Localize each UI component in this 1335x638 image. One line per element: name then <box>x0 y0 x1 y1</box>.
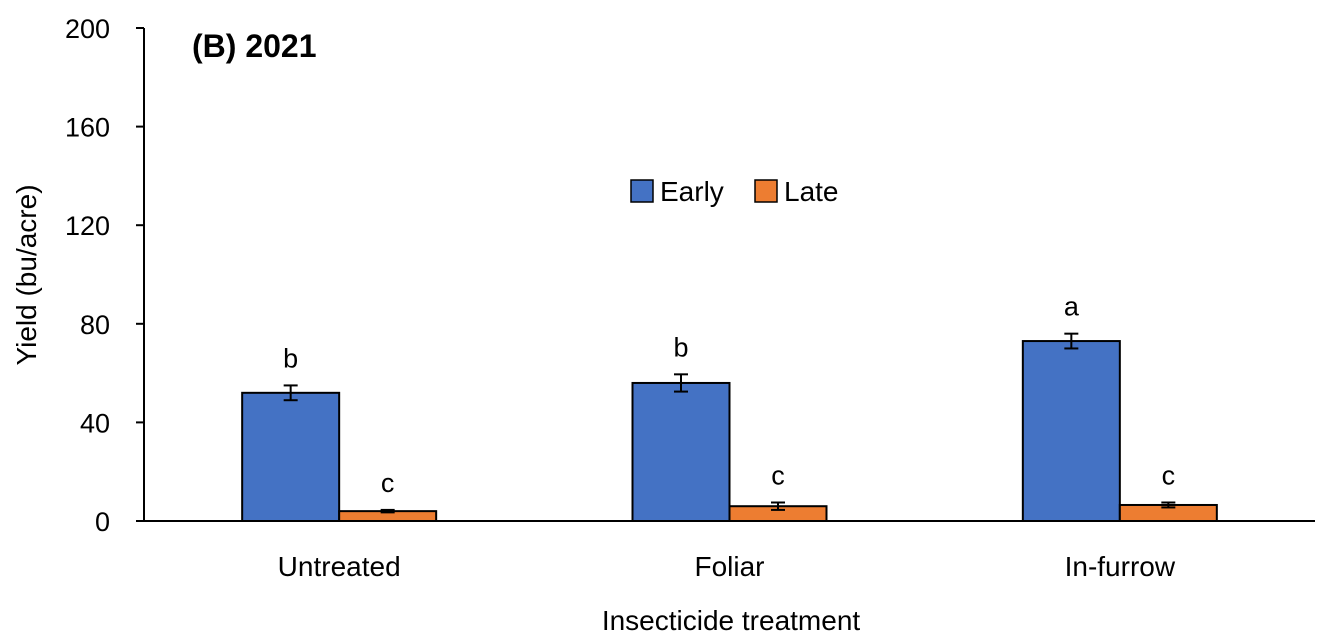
y-axis-title: Yield (bu/acre) <box>11 184 42 365</box>
x-axis-category-labels: Untreated Foliar In-furrow <box>278 551 1176 582</box>
x-axis-title: Insecticide treatment <box>602 605 861 636</box>
legend-swatch-late <box>754 179 778 203</box>
legend-swatch-early <box>630 179 654 203</box>
bar-early-untreated <box>241 391 341 522</box>
significance-label: c <box>381 468 395 498</box>
significance-labels-group: b c b c a c <box>283 292 1175 498</box>
y-tick-label: 120 <box>65 211 110 241</box>
legend: Early Late <box>630 176 839 207</box>
y-tick-label: 160 <box>65 113 110 143</box>
legend-label-early: Early <box>660 176 724 207</box>
significance-label: a <box>1064 292 1080 322</box>
significance-label: b <box>283 343 298 373</box>
y-axis-ticks: 0 40 80 120 160 200 <box>65 14 144 537</box>
bars-group <box>241 340 1218 523</box>
y-tick-label: 200 <box>65 14 110 44</box>
error-bars-group <box>283 332 1176 514</box>
bar-early-in-furrow <box>1021 340 1121 522</box>
significance-label: c <box>771 461 785 491</box>
x-category-label: Foliar <box>694 551 764 582</box>
x-category-label: Untreated <box>278 551 401 582</box>
legend-label-late: Late <box>784 176 839 207</box>
significance-label: c <box>1162 461 1176 491</box>
significance-label: b <box>673 332 688 362</box>
chart-title: (B) 2021 <box>192 28 317 64</box>
y-tick-label: 80 <box>80 310 110 340</box>
bar-early-foliar <box>631 381 731 522</box>
x-category-label: In-furrow <box>1065 551 1176 582</box>
y-tick-label: 40 <box>80 408 110 438</box>
y-tick-label: 0 <box>95 507 110 537</box>
